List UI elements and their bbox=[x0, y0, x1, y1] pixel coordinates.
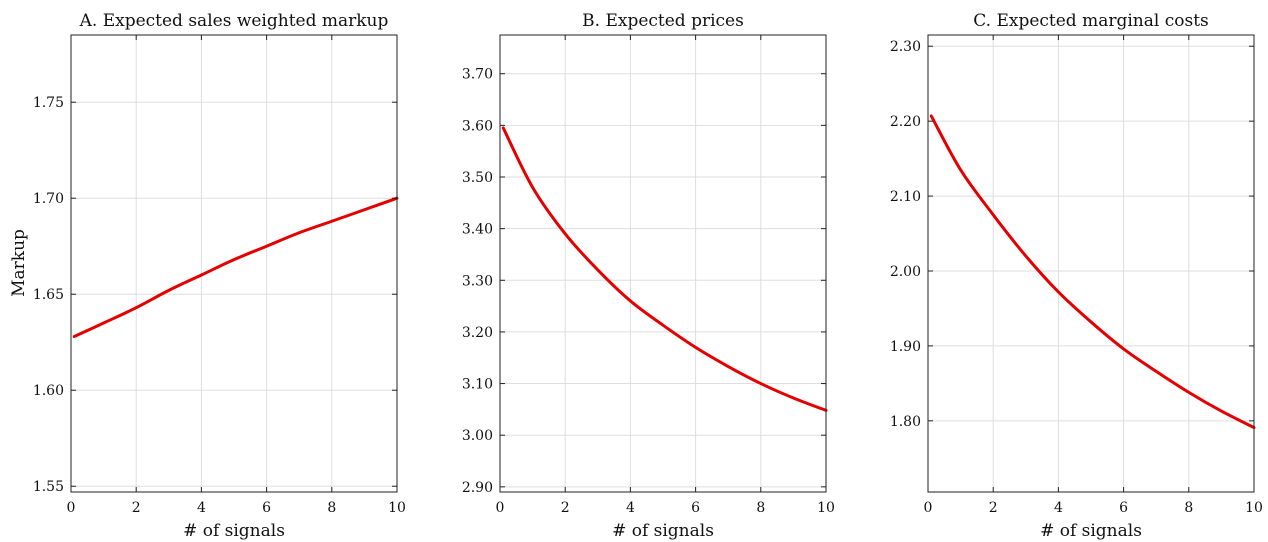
panel-a-y-axis-label: Markup bbox=[9, 229, 29, 297]
panel-a-y-tick-label: 1.75 bbox=[33, 95, 64, 111]
panel-c-y-tick-label: 2.00 bbox=[890, 264, 921, 280]
panel-a-x-tick-label: 2 bbox=[132, 500, 141, 516]
panel-a-x-tick-label: 4 bbox=[197, 500, 206, 516]
panel-b-series-line bbox=[501, 126, 828, 412]
panel-b-x-tick-label: 8 bbox=[756, 500, 765, 516]
panel-a-frame bbox=[70, 34, 398, 493]
panel-b-grid bbox=[499, 35, 827, 492]
panel-a-series-line bbox=[72, 196, 399, 338]
panel-a: A. Expected sales weighted markup 0 2 4 6 8 1… bbox=[9, 11, 406, 541]
panel-b-y-tick-label: 3.70 bbox=[462, 67, 493, 83]
panel-c-x-tick-label: 8 bbox=[1184, 500, 1193, 516]
panel-a-x-tick-label: 0 bbox=[67, 500, 76, 516]
panel-c: C. Expected marginal costs 0 2 4 6 8 10 1.80 1.… bbox=[890, 11, 1263, 541]
panel-a-y-tick-label: 1.65 bbox=[33, 287, 64, 303]
panel-b-ticks: 0 2 4 6 8 10 2.90 3.00 3.10 3.20 3.30 3.40 3.50 3.60 3… bbox=[462, 35, 835, 516]
panel-b-frame bbox=[499, 34, 827, 493]
panel-a-x-tick-label: 8 bbox=[327, 500, 336, 516]
panel-b-title: B. Expected prices bbox=[582, 11, 744, 31]
panel-a-x-tick-label: 10 bbox=[388, 500, 406, 516]
panel-c-x-tick-label: 6 bbox=[1119, 500, 1128, 516]
panel-b-y-tick-label: 3.00 bbox=[462, 428, 493, 444]
panel-b-y-tick-label: 3.60 bbox=[462, 118, 493, 134]
panel-c-x-tick-label: 2 bbox=[989, 500, 998, 516]
panel-b-y-tick-label: 3.10 bbox=[462, 377, 493, 393]
panel-b-x-tick-label: 6 bbox=[691, 500, 700, 516]
panel-b: B. Expected prices 0 2 4 6 8 10 2.90 3.00 3.10 3.… bbox=[462, 11, 835, 541]
panel-c-title: C. Expected marginal costs bbox=[973, 11, 1209, 31]
panel-b-y-tick-label: 3.30 bbox=[462, 273, 493, 289]
panel-a-grid bbox=[70, 35, 398, 492]
panel-c-x-tick-label: 4 bbox=[1054, 500, 1063, 516]
panel-c-y-tick-label: 1.90 bbox=[890, 339, 921, 355]
panel-a-x-axis-label: # of signals bbox=[183, 521, 285, 541]
panel-a-ticks: 0 2 4 6 8 10 1.55 1.60 1.65 1.70 1.75 bbox=[33, 35, 406, 516]
panel-c-x-tick-label: 0 bbox=[924, 500, 933, 516]
panel-c-y-tick-label: 2.10 bbox=[890, 189, 921, 205]
panel-b-y-tick-label: 3.20 bbox=[462, 325, 493, 341]
panel-a-title: A. Expected sales weighted markup bbox=[79, 11, 389, 31]
panel-b-x-tick-label: 2 bbox=[561, 500, 570, 516]
panel-a-y-tick-label: 1.60 bbox=[33, 383, 64, 399]
panel-c-grid bbox=[927, 35, 1255, 492]
panel-b-y-tick-label: 2.90 bbox=[462, 480, 493, 496]
panel-a-y-tick-label: 1.70 bbox=[33, 191, 64, 207]
panel-c-y-tick-label: 1.80 bbox=[890, 414, 921, 430]
panel-b-y-tick-label: 3.50 bbox=[462, 170, 493, 186]
panel-b-x-tick-label: 10 bbox=[817, 500, 835, 516]
panel-c-x-tick-label: 10 bbox=[1245, 500, 1263, 516]
panel-a-x-tick-label: 6 bbox=[262, 500, 271, 516]
panel-b-x-tick-label: 0 bbox=[496, 500, 505, 516]
panel-c-series-line bbox=[929, 114, 1256, 430]
panel-b-x-tick-label: 4 bbox=[626, 500, 635, 516]
panel-c-ticks: 0 2 4 6 8 10 1.80 1.90 2.00 2.10 2.20 2.30 bbox=[890, 35, 1263, 516]
panel-a-y-tick-label: 1.55 bbox=[33, 479, 64, 495]
panel-b-x-axis-label: # of signals bbox=[612, 521, 714, 541]
panel-b-y-tick-label: 3.40 bbox=[462, 222, 493, 238]
panel-c-y-tick-label: 2.30 bbox=[890, 39, 921, 55]
panel-c-x-axis-label: # of signals bbox=[1040, 521, 1142, 541]
panel-c-y-tick-label: 2.20 bbox=[890, 114, 921, 130]
panel-c-frame bbox=[927, 34, 1255, 493]
